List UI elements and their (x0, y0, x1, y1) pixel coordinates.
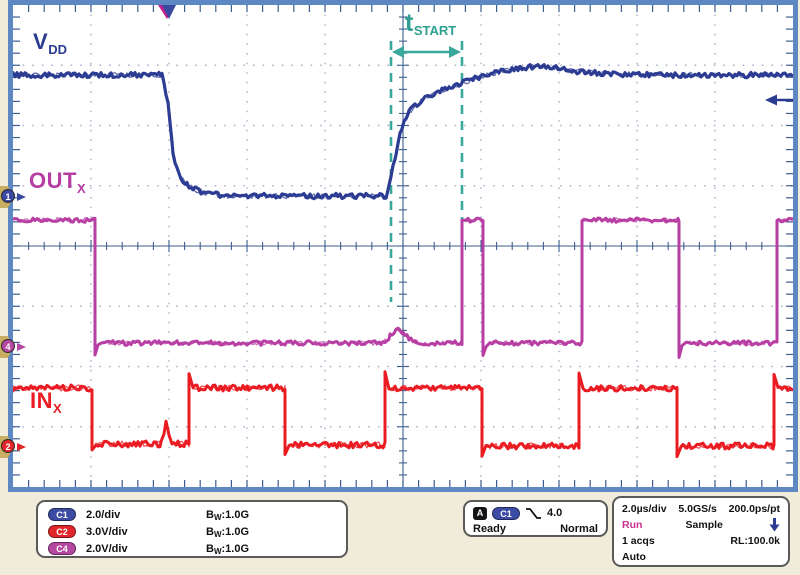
run-status-row: Run Sample (622, 517, 780, 533)
trigger-status-row: Ready Normal (473, 521, 598, 536)
channel-readout-row-c1: C1 2.0/div BW:1.0G (48, 506, 336, 523)
auto-mode: Auto (622, 551, 646, 563)
right-arrow-icon (17, 443, 26, 451)
acquisition-count-row: 1 acqs RL:100.0k (622, 533, 780, 549)
sample-rate-value: 5.0GS/s (678, 503, 717, 515)
record-length-value: RL:100.0k (730, 535, 780, 547)
c2-badge[interactable]: C2 (48, 525, 76, 538)
acqs-count: 1 acqs (622, 535, 655, 547)
channel-4-badge: 4 (1, 339, 15, 353)
trigger-a-badge: A (473, 506, 487, 520)
trigger-ready-status: Ready (473, 522, 507, 535)
c1-scale-value: 2.0/div (86, 508, 121, 521)
falling-edge-icon (526, 508, 541, 519)
c2-scale-value: 3.0V/div (86, 525, 128, 538)
channel-1-position-marker[interactable]: 1 (0, 186, 32, 208)
channel-4-position-marker[interactable]: 4 (0, 336, 32, 358)
right-arrow-icon (17, 193, 26, 201)
c4-bandwidth-value: BW:1.0G (206, 542, 250, 556)
channel-2-position-marker[interactable]: 2 (0, 436, 32, 458)
trigger-settings-row: A C1 4.0 (473, 505, 598, 521)
trigger-source-badge: C1 (492, 506, 520, 520)
channel-readout-row-c4: C4 2.0V/div BW:1.0G (48, 540, 336, 557)
timebase-value: 2.0µs/div (622, 503, 667, 515)
scope-display (8, 0, 798, 492)
c4-scale-value: 2.0V/div (86, 542, 128, 555)
channel-2-badge: 2 (1, 439, 15, 453)
right-arrow-icon (17, 343, 26, 351)
auto-row: Auto (622, 549, 780, 565)
channel-readout-row-c2: C2 3.0V/div BW:1.0G (48, 523, 336, 540)
c1-bandwidth-value: BW:1.0G (206, 508, 250, 522)
trigger-readout-panel[interactable]: A C1 4.0 Ready Normal (463, 500, 608, 537)
channel-readout-panel[interactable]: C1 2.0/div BW:1.0G C2 3.0V/div BW:1.0G C… (36, 500, 348, 558)
sample-mode: Sample (685, 519, 723, 531)
down-arrow-icon (769, 518, 780, 532)
c1-badge[interactable]: C1 (48, 508, 76, 521)
trigger-level-value: 4.0 (547, 507, 563, 519)
c2-bandwidth-value: BW:1.0G (206, 525, 250, 539)
acquisition-readout-panel[interactable]: 2.0µs/div 5.0GS/s 200.0ps/pt Run Sample … (612, 496, 790, 567)
channel-1-badge: 1 (1, 189, 15, 203)
run-status: Run (622, 519, 643, 531)
timebase-row: 2.0µs/div 5.0GS/s 200.0ps/pt (622, 501, 780, 517)
c4-badge[interactable]: C4 (48, 542, 76, 555)
resolution-value: 200.0ps/pt (728, 503, 780, 515)
trigger-mode-status: Normal (560, 522, 598, 535)
